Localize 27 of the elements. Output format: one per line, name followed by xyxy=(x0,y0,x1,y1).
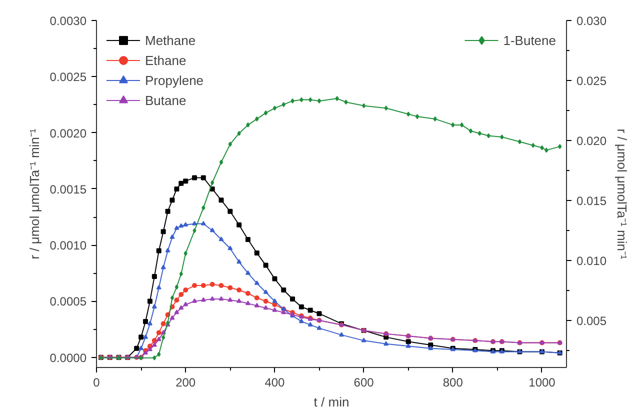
x-tick-label: 800 xyxy=(442,376,464,390)
legend-label: Methane xyxy=(145,32,196,48)
x-tick-label: 600 xyxy=(354,376,374,390)
y-tick-label: 0.0020 xyxy=(50,126,87,140)
y2-tick-label: 0.025 xyxy=(576,74,607,88)
y2-tick-label: 0.010 xyxy=(576,254,607,268)
x-tick-label: 0 xyxy=(93,376,100,390)
y-tick-label: 0.0030 xyxy=(50,14,87,28)
legend-label: 1-Butene xyxy=(503,32,556,48)
y2-tick-label: 0.030 xyxy=(576,14,607,28)
legend-label: Propylene xyxy=(145,72,204,88)
y-tick-label: 0.0025 xyxy=(50,70,87,84)
x-axis-title: t / min xyxy=(314,394,350,410)
x-tick-label: 200 xyxy=(176,376,196,390)
y-tick-label: 0.0005 xyxy=(50,294,87,309)
y-axis-title: r / μmol μmolTa⁻¹ min⁻¹ xyxy=(26,128,42,260)
legend-label: Ethane xyxy=(145,52,186,68)
y2-tick-label: 0.020 xyxy=(576,134,607,148)
y-tick-label: 0.0010 xyxy=(50,238,87,253)
x-tick-label: 400 xyxy=(264,376,286,390)
x-tick-label: 1000 xyxy=(528,376,556,390)
y2-tick-label: 0.005 xyxy=(576,314,607,328)
y-tick-label: 0.0000 xyxy=(50,350,87,365)
y2-axis-title: r / μmol μmolTa⁻¹ min⁻¹ xyxy=(614,128,630,260)
y-tick-label: 0.0015 xyxy=(50,182,87,196)
legend-label: Butane xyxy=(145,92,186,108)
y2-tick-label: 0.015 xyxy=(576,194,607,208)
